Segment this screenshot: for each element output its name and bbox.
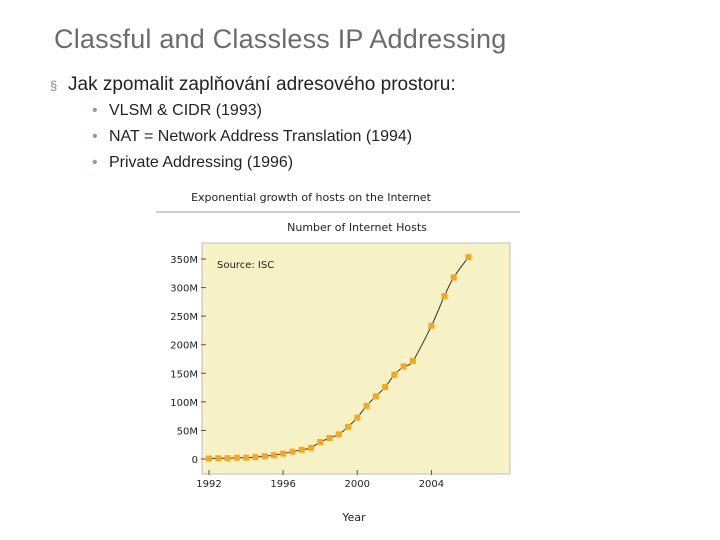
data-point xyxy=(252,454,259,461)
data-point xyxy=(298,446,305,453)
hosts-chart: Exponential growth of hosts on the Inter… xyxy=(154,184,524,535)
data-point xyxy=(215,455,222,462)
x-axis: 1992 1996 2000 2004 xyxy=(196,470,444,490)
sub-bullet-item: • VLSM & CIDR (1993) xyxy=(92,102,690,128)
data-point xyxy=(400,363,407,370)
data-point xyxy=(372,393,379,400)
dot-bullet-icon: • xyxy=(92,154,98,171)
sub-bullet-item: • NAT = Network Address Translation (199… xyxy=(92,128,690,154)
data-point xyxy=(243,454,250,461)
sub-bullet-text: NAT = Network Address Translation (1994) xyxy=(109,128,413,145)
x-tick-label: 2000 xyxy=(345,479,370,490)
y-axis: 0 50M 100M 150M 200M 250M 300M 350M xyxy=(170,255,206,466)
sub-bullet-list: • VLSM & CIDR (1993) • NAT = Network Add… xyxy=(92,102,690,180)
x-tick-label: 1996 xyxy=(270,479,295,490)
data-point xyxy=(391,371,398,378)
data-point xyxy=(206,455,212,462)
chart-subtitle: Number of Internet Hosts xyxy=(287,221,427,234)
data-point xyxy=(224,455,231,462)
y-tick-label: 300M xyxy=(170,284,198,295)
x-axis-label: Year xyxy=(341,511,366,524)
y-tick-label: 50M xyxy=(177,426,198,437)
data-point xyxy=(354,414,361,421)
data-point xyxy=(307,444,314,451)
data-point xyxy=(428,322,435,329)
y-tick-label: 200M xyxy=(170,341,198,352)
sub-bullet-text: Private Addressing (1996) xyxy=(109,154,294,171)
data-point xyxy=(335,431,342,438)
bullet-list: § Jak zpomalit zaplňování adresového pro… xyxy=(50,74,690,180)
plot-area xyxy=(201,242,511,475)
x-tick-label: 1992 xyxy=(196,479,221,490)
data-point xyxy=(465,254,472,261)
dot-bullet-icon: • xyxy=(92,128,98,145)
data-point xyxy=(326,435,333,442)
data-point xyxy=(363,402,370,409)
y-tick-label: 150M xyxy=(170,369,198,380)
bullet-text: Jak zpomalit zaplňování adresového prost… xyxy=(68,74,456,95)
x-tick-label: 2004 xyxy=(419,479,444,490)
data-point xyxy=(261,453,268,460)
data-point xyxy=(280,450,287,457)
chart-title: Exponential growth of hosts on the Inter… xyxy=(191,191,432,204)
y-tick-label: 0 xyxy=(192,455,198,466)
data-point xyxy=(409,357,416,364)
dot-bullet-icon: • xyxy=(92,102,98,119)
data-point xyxy=(270,452,277,459)
hosts-chart-svg: Exponential growth of hosts on the Inter… xyxy=(156,191,520,524)
data-point xyxy=(450,274,457,281)
section-bullet-icon: § xyxy=(50,78,58,93)
data-point xyxy=(289,448,296,455)
sub-bullet-text: VLSM & CIDR (1993) xyxy=(109,102,262,119)
bullet-item: § Jak zpomalit zaplňování adresového pro… xyxy=(50,74,690,96)
data-point xyxy=(233,454,240,461)
series-markers xyxy=(206,254,472,462)
data-point xyxy=(317,439,324,446)
data-point xyxy=(345,423,352,430)
slide-title: Classful and Classless IP Addressing xyxy=(54,24,507,54)
data-point xyxy=(382,384,389,391)
y-tick-label: 100M xyxy=(170,398,198,409)
y-tick-label: 350M xyxy=(170,255,198,266)
sub-bullet-item: • Private Addressing (1996) xyxy=(92,154,690,180)
source-annotation: Source: ISC xyxy=(217,260,274,271)
y-tick-label: 250M xyxy=(170,312,198,323)
data-point xyxy=(441,293,448,300)
